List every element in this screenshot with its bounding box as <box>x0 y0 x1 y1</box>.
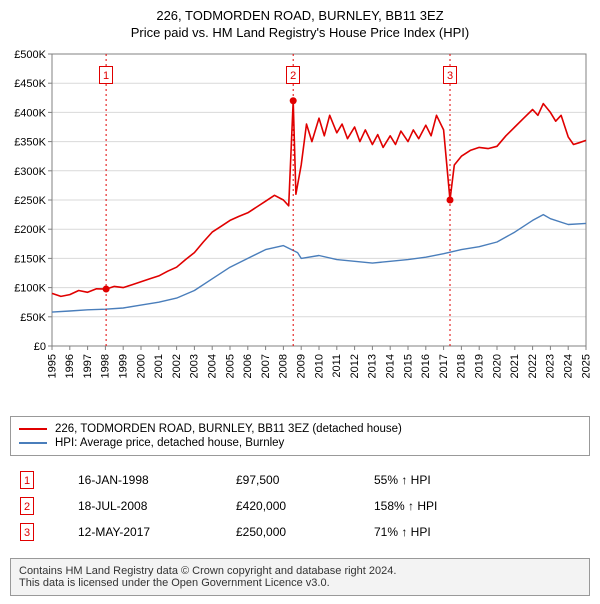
legend-label: HPI: Average price, detached house, Burn… <box>55 437 284 449</box>
svg-text:2022: 2022 <box>527 354 539 378</box>
svg-text:2021: 2021 <box>509 354 521 378</box>
source-attribution: Contains HM Land Registry data © Crown c… <box>10 558 590 596</box>
svg-text:£150K: £150K <box>14 253 46 265</box>
svg-text:£100K: £100K <box>14 283 46 295</box>
svg-text:£400K: £400K <box>14 107 46 119</box>
svg-text:2025: 2025 <box>580 354 592 378</box>
chart-title: 226, TODMORDEN ROAD, BURNLEY, BB11 3EZ <box>8 8 592 23</box>
svg-text:2017: 2017 <box>438 354 450 378</box>
legend-swatch <box>19 428 47 430</box>
event-pct: 55% ↑ HPI <box>366 468 445 492</box>
chart-subtitle: Price paid vs. HM Land Registry's House … <box>8 25 592 40</box>
svg-text:1998: 1998 <box>100 354 112 378</box>
legend-item-1: HPI: Average price, detached house, Burn… <box>19 437 581 449</box>
svg-text:2003: 2003 <box>189 354 201 378</box>
svg-text:£500K: £500K <box>14 49 46 61</box>
svg-text:1996: 1996 <box>64 354 76 378</box>
legend-item-0: 226, TODMORDEN ROAD, BURNLEY, BB11 3EZ (… <box>19 423 581 435</box>
svg-text:2005: 2005 <box>224 354 236 378</box>
svg-text:1997: 1997 <box>82 354 94 378</box>
event-pct: 71% ↑ HPI <box>366 520 445 544</box>
svg-text:£250K: £250K <box>14 195 46 207</box>
source-line-2: This data is licensed under the Open Gov… <box>19 577 581 589</box>
svg-text:2009: 2009 <box>296 354 308 378</box>
svg-text:£0: £0 <box>34 341 46 353</box>
svg-text:1995: 1995 <box>46 354 58 378</box>
svg-text:2000: 2000 <box>135 354 147 378</box>
chart-marker-2: 2 <box>286 66 300 84</box>
event-row: 1 16-JAN-1998£97,50055% ↑ HPI <box>12 468 445 492</box>
svg-text:2014: 2014 <box>385 354 397 378</box>
svg-text:2006: 2006 <box>242 354 254 378</box>
svg-text:£350K: £350K <box>14 137 46 149</box>
svg-text:2004: 2004 <box>206 354 218 378</box>
svg-text:2023: 2023 <box>545 354 557 378</box>
event-price: £420,000 <box>228 494 364 518</box>
svg-text:2019: 2019 <box>474 354 486 378</box>
svg-text:2013: 2013 <box>367 354 379 378</box>
events-table: 1 16-JAN-1998£97,50055% ↑ HPI 2 18-JUL-2008… <box>10 466 447 546</box>
svg-text:2015: 2015 <box>402 354 414 378</box>
event-marker: 1 <box>20 471 34 489</box>
legend: 226, TODMORDEN ROAD, BURNLEY, BB11 3EZ (… <box>10 416 590 456</box>
svg-text:£50K: £50K <box>20 312 46 324</box>
line-chart-svg: £0 £50K £100K £150K £200K £250K £300K £350K £400… <box>8 48 592 408</box>
legend-label: 226, TODMORDEN ROAD, BURNLEY, BB11 3EZ (… <box>55 423 402 435</box>
event-marker: 2 <box>20 497 34 515</box>
svg-text:£450K: £450K <box>14 78 46 90</box>
event-row: 2 18-JUL-2008£420,000158% ↑ HPI <box>12 494 445 518</box>
svg-text:2020: 2020 <box>491 354 503 378</box>
event-date: 12-MAY-2017 <box>70 520 226 544</box>
svg-text:2010: 2010 <box>313 354 325 378</box>
svg-text:2018: 2018 <box>456 354 468 378</box>
svg-text:2002: 2002 <box>171 354 183 378</box>
svg-text:£300K: £300K <box>14 166 46 178</box>
event-pct: 158% ↑ HPI <box>366 494 445 518</box>
svg-text:2011: 2011 <box>331 354 343 378</box>
svg-text:2024: 2024 <box>563 354 575 378</box>
chart-marker-1: 1 <box>99 66 113 84</box>
event-row: 3 12-MAY-2017£250,00071% ↑ HPI <box>12 520 445 544</box>
svg-text:2016: 2016 <box>420 354 432 378</box>
event-date: 16-JAN-1998 <box>70 468 226 492</box>
source-line-1: Contains HM Land Registry data © Crown c… <box>19 565 581 577</box>
svg-text:2001: 2001 <box>153 354 165 378</box>
event-date: 18-JUL-2008 <box>70 494 226 518</box>
svg-text:£200K: £200K <box>14 224 46 236</box>
event-marker: 3 <box>20 523 34 541</box>
event-price: £250,000 <box>228 520 364 544</box>
svg-text:1999: 1999 <box>117 354 129 378</box>
svg-text:2008: 2008 <box>278 354 290 378</box>
legend-swatch <box>19 442 47 444</box>
chart-area: £0 £50K £100K £150K £200K £250K £300K £350K £400… <box>8 48 592 408</box>
event-price: £97,500 <box>228 468 364 492</box>
chart-marker-3: 3 <box>443 66 457 84</box>
svg-text:2007: 2007 <box>260 354 272 378</box>
svg-text:2012: 2012 <box>349 354 361 378</box>
